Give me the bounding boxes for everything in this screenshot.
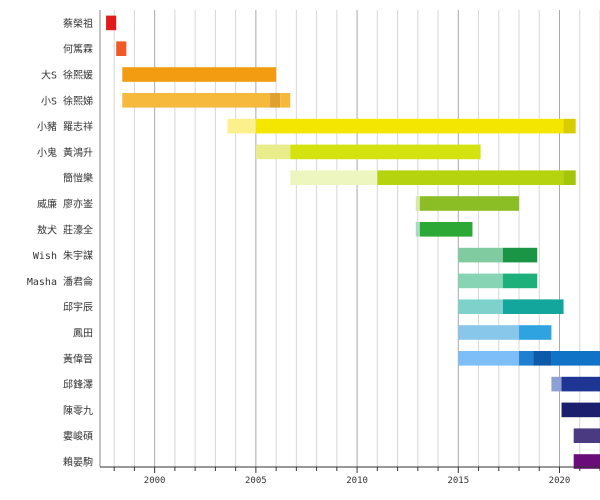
row-label: 小S 徐熙娣 — [41, 94, 93, 107]
timeline-bar — [255, 118, 564, 134]
timeline-bar — [255, 144, 291, 160]
timeline-bar — [458, 351, 520, 366]
row-label: 婁峻碩 — [63, 430, 93, 443]
timeline-bar — [551, 376, 562, 392]
row-label: 賴晏駒 — [63, 456, 93, 469]
timeline-bar — [573, 428, 600, 443]
timeline-bar — [419, 222, 473, 237]
timeline-bar — [122, 67, 277, 82]
row-label: 邱宇辰 — [63, 301, 93, 314]
timeline-bar — [270, 93, 281, 108]
timeline-bar — [122, 93, 271, 108]
row-label: 威廉 廖亦崟 — [37, 198, 93, 211]
x-tick-label: 2005 — [245, 476, 267, 486]
timeline-bar — [280, 93, 291, 108]
timeline-bar — [502, 299, 564, 314]
timeline-bar — [415, 222, 420, 237]
row-label: 鳳田 — [73, 328, 93, 340]
timeline-bar — [227, 118, 256, 134]
row-label: 邱鋒澤 — [63, 378, 93, 391]
timeline-bar — [519, 351, 534, 366]
row-label: 敖犬 莊濠全 — [37, 223, 93, 236]
timeline-bar — [573, 454, 600, 469]
row-label: 小鬼 黃鴻升 — [37, 146, 93, 159]
timeline-bar — [377, 170, 564, 185]
row-label: Wish 朱宇謀 — [33, 249, 93, 262]
row-label: Masha 潘君侖 — [27, 275, 93, 288]
row-label: 何篤霖 — [63, 43, 93, 56]
timeline-bar — [533, 351, 552, 366]
timeline-bar — [290, 170, 378, 185]
timeline-bar — [458, 247, 503, 263]
timeline-bar — [290, 144, 481, 160]
row-label: 小豬 羅志祥 — [37, 120, 93, 133]
x-tick-label: 2015 — [447, 476, 469, 486]
timeline-bar — [502, 247, 538, 263]
timeline-bar — [561, 402, 600, 418]
x-axis: 2000 2005 2010 2015 2020 — [99, 10, 600, 486]
timeline-bar — [116, 41, 127, 56]
timeline-bar — [458, 325, 520, 340]
row-label: 蔡榮祖 — [63, 17, 93, 30]
x-tick-label: 2000 — [144, 476, 166, 486]
timeline-bar — [561, 376, 600, 392]
row-label: 黃偉晉 — [63, 352, 93, 365]
x-tick-label: 2020 — [549, 476, 571, 486]
timeline-bar — [415, 196, 420, 211]
row-label: 陳零九 — [63, 405, 93, 417]
timeline-bar — [519, 325, 552, 340]
timeline-bar — [106, 15, 117, 31]
bars — [106, 15, 600, 469]
timeline-bar — [458, 273, 503, 289]
x-tick-label: 2010 — [346, 476, 368, 486]
timeline-bar — [419, 196, 520, 211]
row-label: 簡愷樂 — [63, 172, 93, 185]
timeline-bar — [563, 170, 576, 185]
timeline-bar — [502, 273, 538, 289]
row-label: 大S 徐熙媛 — [41, 69, 93, 82]
timeline-bar — [551, 351, 600, 366]
timeline-bar — [563, 118, 576, 134]
timeline-bar — [458, 299, 503, 314]
